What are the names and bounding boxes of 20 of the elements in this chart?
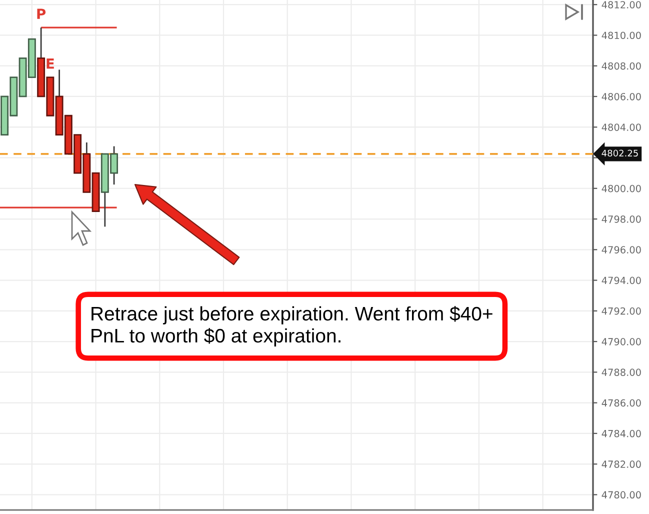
y-tick-label: 4812.00 (602, 1, 641, 8)
y-tick-label: 4804.00 (602, 124, 641, 131)
y-tick-label: 4780.00 (602, 491, 641, 499)
y-tick-label: 4794.00 (602, 276, 641, 284)
y-tick-label: 4800.00 (602, 184, 641, 192)
annotation: Retrace just before expiration. Went from $40+ PnL to worth $0 at expiration. (92, 306, 492, 346)
y-tick-label: 4784.00 (602, 430, 641, 438)
y-tick-label: 4798.00 (602, 215, 641, 223)
y-tick-label: 4796.00 (602, 246, 641, 254)
ref-line-label: P (37, 8, 46, 19)
annotation: E (46, 58, 54, 69)
y-tick-label: 4786.00 (602, 399, 641, 407)
y-tick-label: 4808.00 (602, 62, 641, 70)
y-tick-label: 4790.00 (602, 338, 641, 346)
y-tick-label: 4810.00 (602, 32, 641, 40)
ref-line-label: 4802.25 (602, 150, 638, 157)
y-tick-label: 4792.00 (602, 307, 641, 315)
y-tick-label: 4788.00 (602, 368, 641, 376)
y-tick-label: 4782.00 (602, 460, 641, 468)
y-tick-label: 4806.00 (602, 92, 641, 100)
